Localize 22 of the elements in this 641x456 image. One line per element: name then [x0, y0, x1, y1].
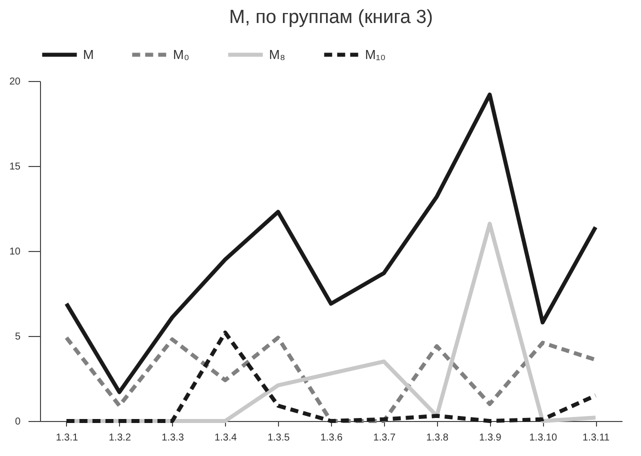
x-tick-label: 1.3.10: [529, 432, 558, 444]
y-tick-label: 0: [14, 416, 21, 428]
x-tick-label: 1.3.2: [108, 432, 132, 444]
x-tick-label: 1.3.7: [373, 432, 396, 444]
legend-label: M: [83, 46, 94, 62]
legend-label: M₈: [269, 46, 286, 62]
y-tick-label: 10: [9, 246, 21, 258]
x-tick-label: 1.3.9: [479, 432, 502, 444]
x-tick-label: 1.3.6: [320, 432, 344, 444]
x-tick-label: 1.3.1: [56, 432, 79, 444]
legend-label: M₀: [173, 46, 190, 62]
x-tick-label: 1.3.3: [162, 432, 184, 444]
legend-label: M₁₀: [365, 46, 386, 62]
chart-title: М, по группам (книга 3): [229, 7, 433, 28]
y-tick-label: 15: [9, 162, 21, 172]
x-tick-label: 1.3.8: [426, 432, 449, 444]
y-tick-label: 5: [14, 332, 21, 342]
x-tick-label: 1.3.5: [267, 432, 290, 444]
y-tick-label: 20: [9, 76, 21, 88]
x-tick-label: 1.3.11: [582, 432, 610, 444]
line-series: [64, 92, 598, 394]
x-tick-label: 1.3.4: [214, 432, 238, 444]
